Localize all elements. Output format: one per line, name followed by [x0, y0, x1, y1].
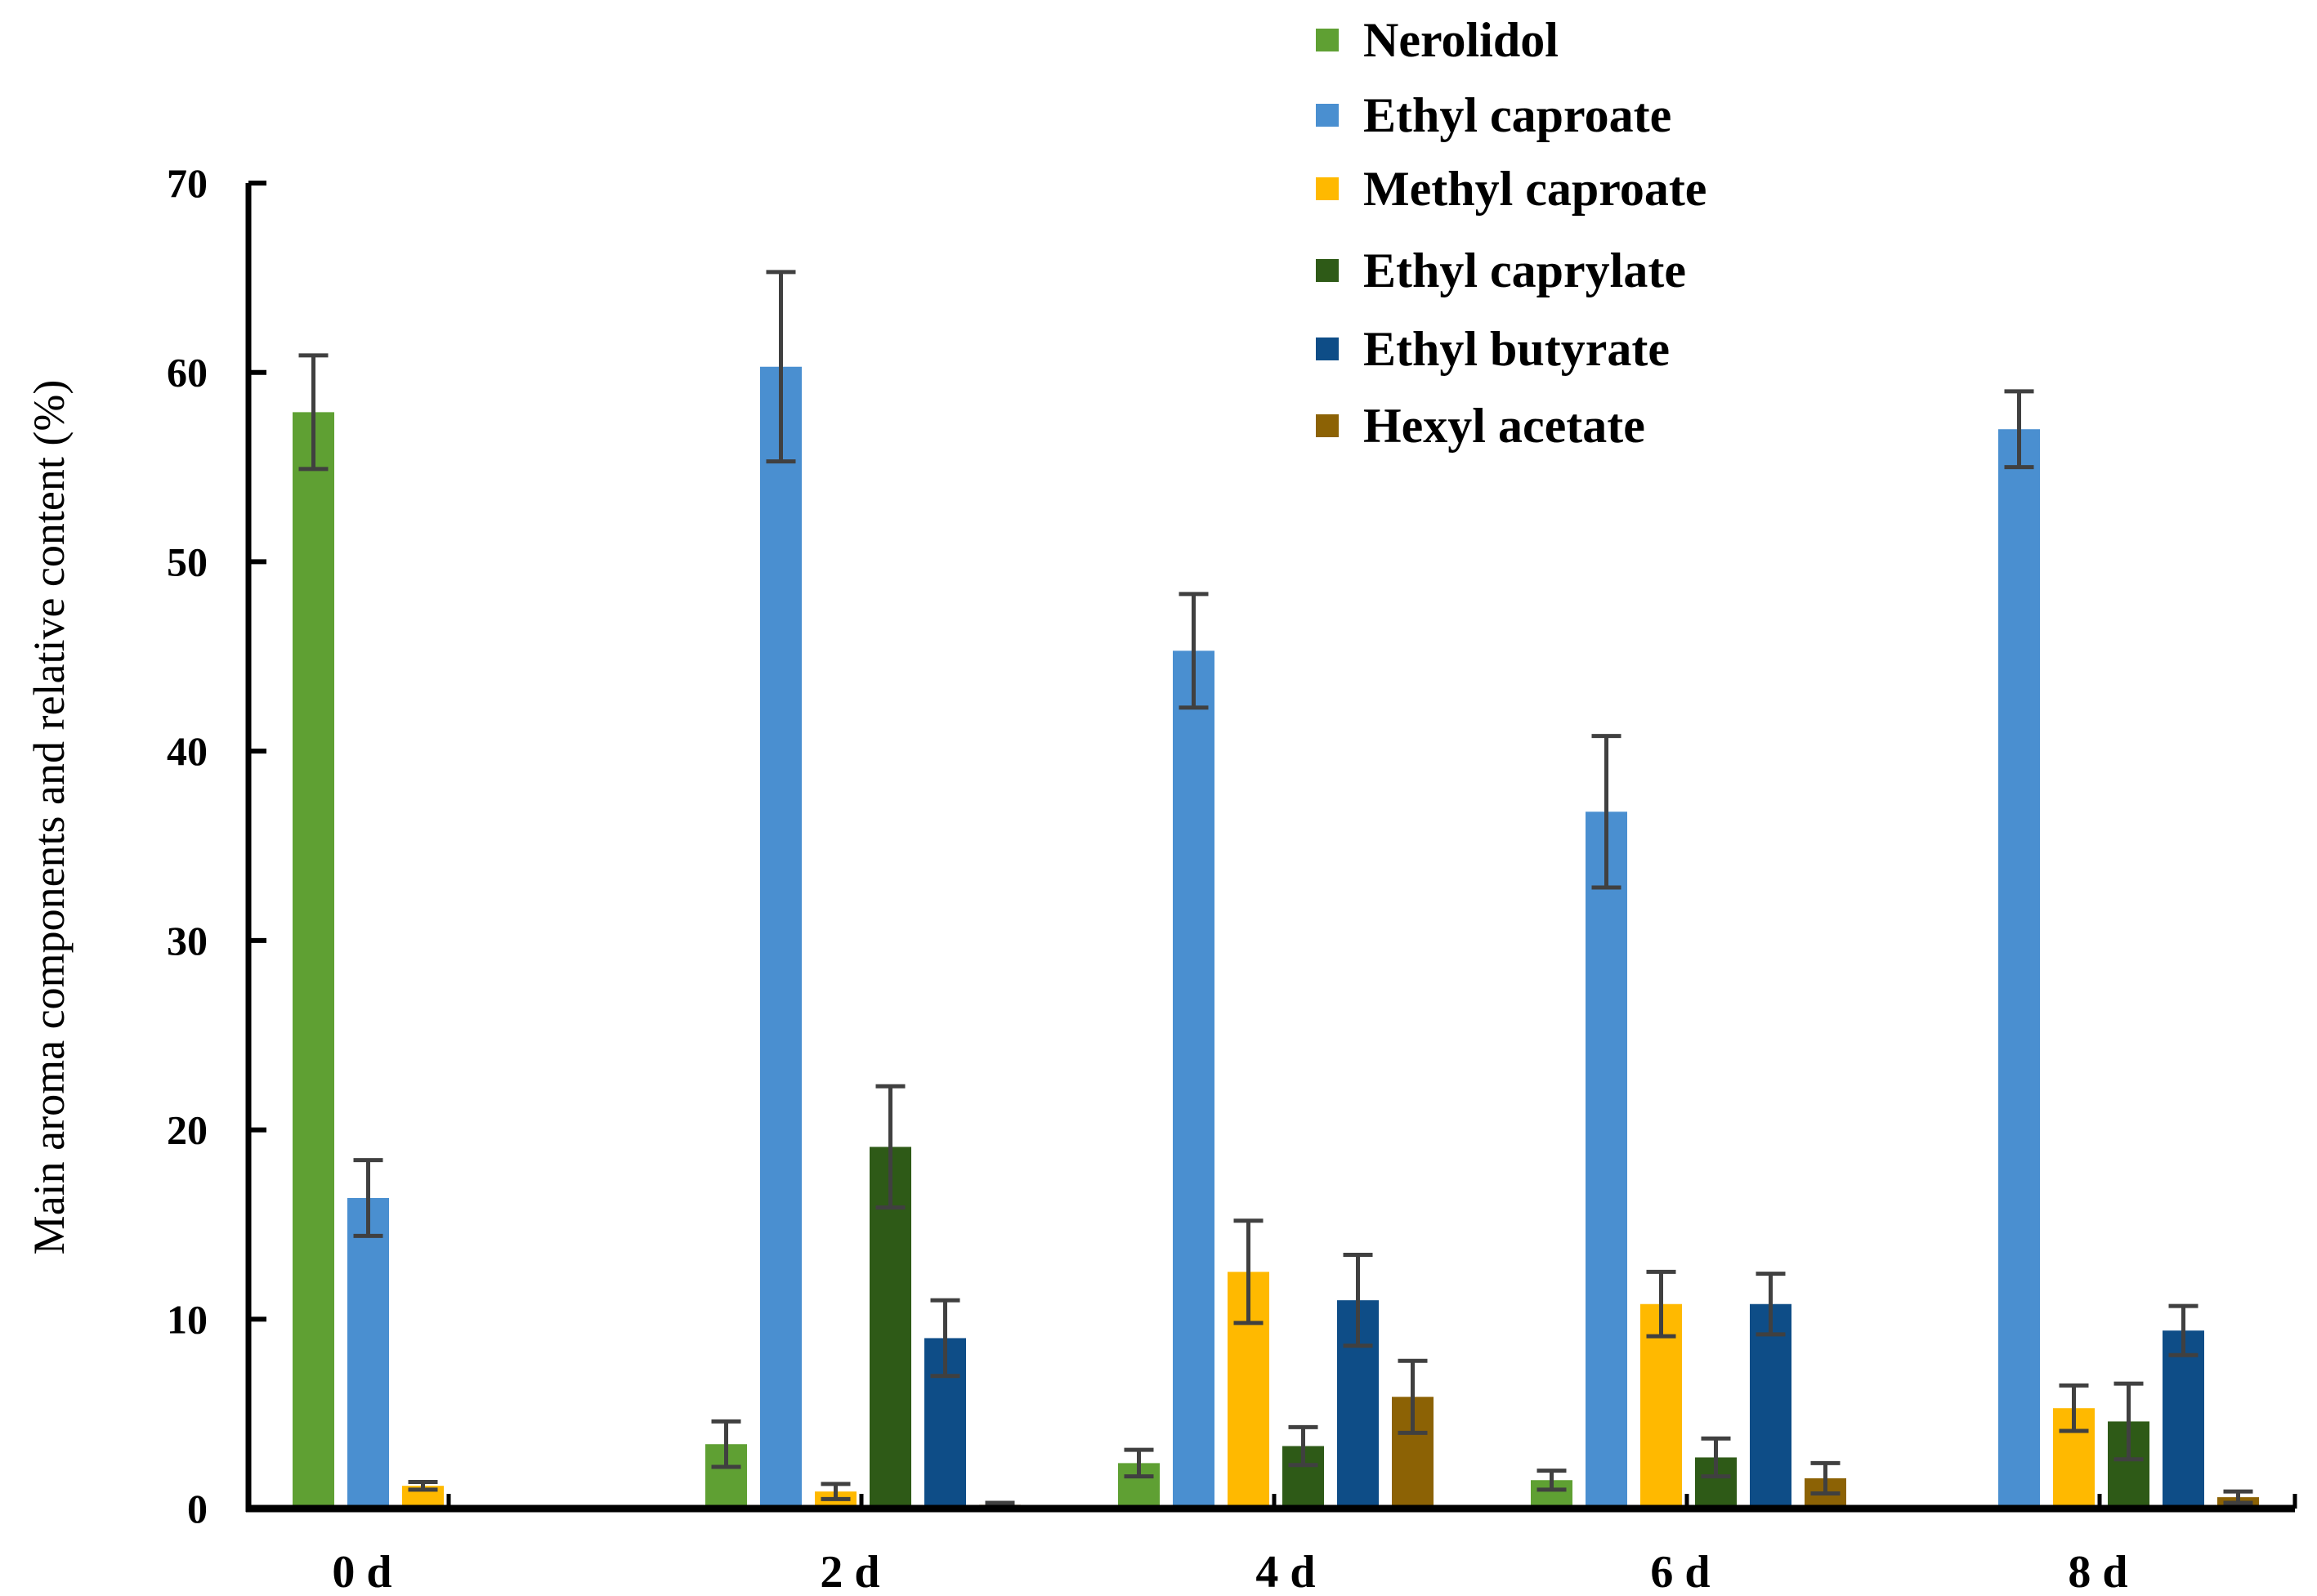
error-bar	[1646, 1269, 1676, 1339]
error-bar	[1398, 1358, 1428, 1435]
error-bar	[1124, 1447, 1154, 1479]
error-bar	[2004, 389, 2034, 470]
error-bar	[930, 1298, 960, 1379]
legend-item: Nerolidol	[1316, 13, 1559, 67]
y-tick-label: 30	[167, 918, 208, 963]
y-tick-label: 70	[167, 160, 208, 206]
error-bar	[298, 353, 329, 472]
legend-item: Hexyl acetate	[1316, 399, 1645, 453]
x-tick-label: 2 d	[820, 1547, 879, 1596]
bar	[1173, 650, 1214, 1509]
error-bar	[875, 1084, 906, 1210]
error-bar	[1343, 1253, 1373, 1348]
bar	[1998, 429, 2040, 1509]
legend-label: Nerolidol	[1363, 13, 1559, 67]
legend-item: Ethyl caproate	[1316, 88, 1671, 142]
legend-swatch	[1316, 414, 1339, 437]
legend-swatch	[1316, 104, 1339, 127]
bar	[1750, 1303, 1791, 1509]
legend-item: Ethyl butyrate	[1316, 322, 1670, 376]
bar	[760, 366, 802, 1509]
y-tick-label: 50	[167, 539, 208, 584]
x-tick-label: 6 d	[1650, 1547, 1710, 1596]
y-tick-label: 40	[167, 728, 208, 774]
x-tick-label: 4 d	[1255, 1547, 1315, 1596]
error-bar	[408, 1480, 438, 1492]
bar	[347, 1197, 389, 1509]
legend-label: Ethyl caproate	[1363, 88, 1671, 142]
error-bar	[766, 270, 796, 464]
y-axis-title: Main aroma components and relative conte…	[25, 380, 74, 1255]
legend-swatch	[1316, 29, 1339, 51]
legend: Nerolidol Ethyl caproate Methyl caproate Et…	[1316, 13, 1706, 453]
y-tick-label: 20	[167, 1107, 208, 1153]
error-bar	[2168, 1303, 2198, 1357]
error-bar	[1179, 592, 1209, 710]
y-tick-label: 10	[167, 1296, 208, 1342]
error-bar	[353, 1158, 383, 1238]
y-tick-label: 60	[167, 350, 208, 396]
legend-item: Ethyl caprylate	[1316, 244, 1686, 297]
x-tick-label: 0 d	[332, 1547, 391, 1596]
legend-swatch	[1316, 338, 1339, 360]
error-bar	[2113, 1381, 2144, 1462]
legend-swatch	[1316, 177, 1339, 200]
x-tick-label: 8 d	[2068, 1547, 2127, 1596]
error-bar	[2223, 1489, 2253, 1505]
error-bar	[1536, 1469, 1567, 1492]
bar	[2163, 1330, 2204, 1509]
error-bar	[1810, 1460, 1841, 1495]
legend-label: Hexyl acetate	[1363, 399, 1645, 453]
error-bar	[1288, 1424, 1318, 1468]
error-bar	[1233, 1218, 1264, 1326]
error-bars-layer	[298, 270, 2253, 1509]
legend-swatch	[1316, 259, 1339, 282]
legend-label: Methyl caproate	[1363, 162, 1706, 216]
legend-label: Ethyl caprylate	[1363, 244, 1686, 297]
error-bar	[821, 1482, 851, 1501]
error-bar	[1701, 1436, 1731, 1479]
axes: 0 10 20 30 40 50 60 70 0 d 2 d 4 d 6 d 8 d	[167, 160, 2297, 1596]
bar	[293, 412, 334, 1509]
error-bar	[2059, 1383, 2089, 1433]
error-bar	[1591, 734, 1621, 890]
y-tick-label: 0	[187, 1486, 208, 1531]
error-bar	[711, 1419, 741, 1469]
bar	[1586, 811, 1627, 1509]
legend-label: Ethyl butyrate	[1363, 322, 1670, 376]
error-bar	[1756, 1272, 1786, 1337]
bars-layer	[293, 366, 2259, 1509]
legend-item: Methyl caproate	[1316, 162, 1706, 216]
